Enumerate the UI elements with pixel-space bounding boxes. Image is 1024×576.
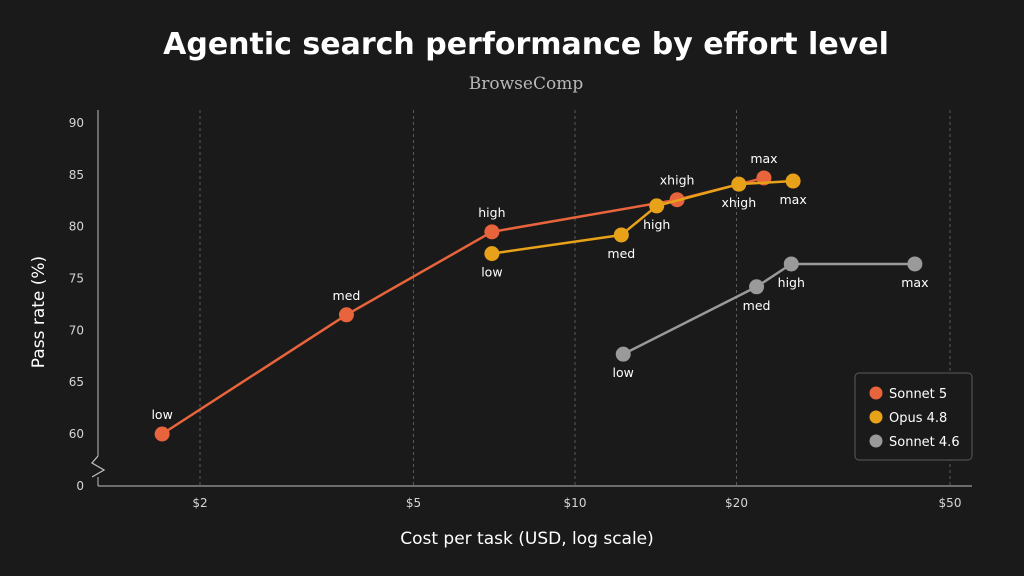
x-tick-label: $50 bbox=[939, 496, 962, 510]
data-point bbox=[783, 256, 799, 272]
data-point-label: low bbox=[151, 407, 172, 422]
legend-swatch bbox=[869, 410, 883, 424]
data-point bbox=[731, 176, 747, 192]
data-point bbox=[785, 173, 801, 189]
data-point-label: high bbox=[778, 275, 805, 290]
y-tick-label: 85 bbox=[69, 168, 84, 182]
y-tick-label: 70 bbox=[69, 323, 84, 337]
series-line bbox=[161, 176, 765, 436]
x-tick-label: $5 bbox=[406, 496, 421, 510]
data-point bbox=[907, 256, 923, 272]
data-point bbox=[749, 279, 765, 295]
data-point bbox=[154, 426, 170, 442]
legend-label: Sonnet 4.6 bbox=[889, 435, 960, 450]
axes: $2 $5 $10 $20 $50 90 85 80 75 70 65 60 0 bbox=[69, 110, 972, 510]
data-point bbox=[484, 224, 500, 240]
legend-box bbox=[854, 372, 973, 461]
data-point bbox=[338, 307, 354, 323]
chart-subtitle: BrowseComp bbox=[469, 74, 584, 94]
data-point-label: xhigh bbox=[721, 195, 756, 210]
y-tick-label: 75 bbox=[69, 272, 84, 286]
data-point-label: xhigh bbox=[660, 173, 695, 188]
data-point-label: med bbox=[743, 298, 771, 313]
data-point-label: low bbox=[613, 365, 634, 380]
legend-swatch bbox=[869, 386, 883, 400]
legend-label: Sonnet 5 bbox=[889, 387, 947, 402]
data-point-label: med bbox=[607, 246, 635, 261]
chart-title: Agentic search performance by effort lev… bbox=[163, 27, 889, 62]
legend-swatch bbox=[869, 434, 883, 448]
data-point-label: max bbox=[901, 275, 928, 290]
data-point-label: high bbox=[643, 217, 670, 232]
x-axis-title: Cost per task (USD, log scale) bbox=[400, 529, 654, 549]
y-tick-label: 90 bbox=[69, 116, 84, 130]
data-point bbox=[615, 346, 631, 362]
y-axis-title: Pass rate (%) bbox=[29, 256, 49, 368]
series-line bbox=[622, 262, 915, 356]
legend: Sonnet 5 Opus 4.8 Sonnet 4.6 bbox=[854, 372, 973, 461]
y-tick-label: 80 bbox=[69, 220, 84, 234]
x-tick-label: $2 bbox=[192, 496, 207, 510]
x-tick-label: $20 bbox=[725, 496, 748, 510]
y-tick-label: 65 bbox=[69, 375, 84, 389]
data-point bbox=[484, 246, 500, 262]
y-tick-label: 0 bbox=[76, 479, 84, 493]
data-point-label: max bbox=[779, 192, 806, 207]
data-point-label: low bbox=[481, 265, 502, 280]
data-point bbox=[649, 198, 665, 214]
x-tick-label: $10 bbox=[564, 496, 587, 510]
y-tick-label: 60 bbox=[69, 427, 84, 441]
y-axis-break-icon bbox=[90, 455, 106, 478]
data-point bbox=[613, 227, 629, 243]
legend-label: Opus 4.8 bbox=[889, 411, 947, 426]
grid-lines bbox=[199, 110, 951, 486]
data-point-label: med bbox=[333, 288, 361, 303]
data-point-label: high bbox=[478, 205, 505, 220]
data-point-label: max bbox=[750, 151, 777, 166]
